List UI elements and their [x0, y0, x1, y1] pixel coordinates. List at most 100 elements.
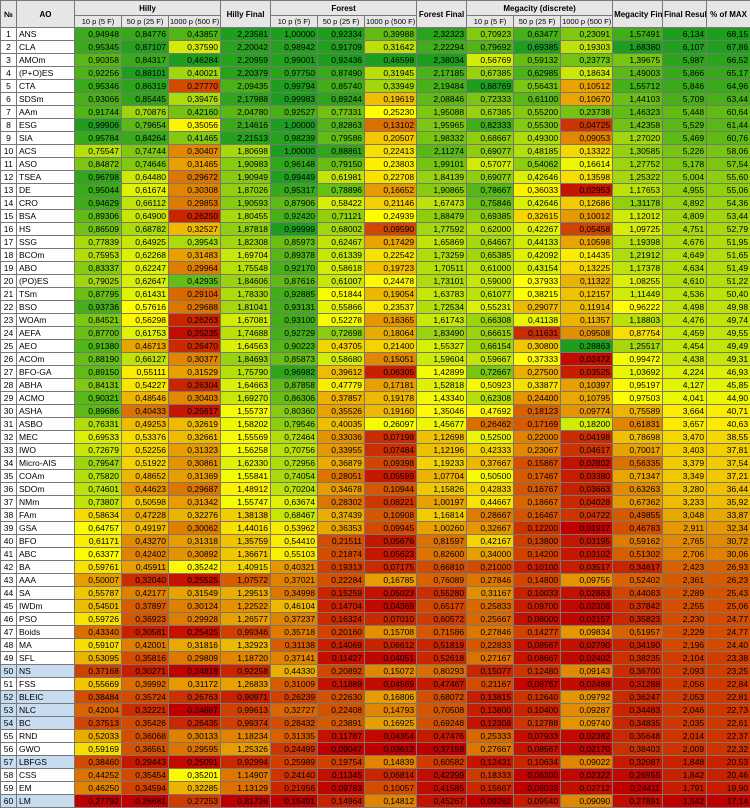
score-cell: 1,08255 — [613, 275, 663, 288]
score-cell: 65,17 — [707, 67, 750, 80]
score-cell: 1,55747 — [221, 496, 271, 509]
score-cell: 0,25235 — [169, 327, 221, 340]
score-cell: 2,38034 — [417, 54, 467, 67]
score-cell: 0,99449 — [271, 171, 318, 184]
score-cell: 2,093 — [663, 665, 707, 678]
score-cell: 0,09090 — [561, 795, 613, 808]
score-cell: 0,56335 — [613, 457, 663, 470]
row-number-cell: 29 — [1, 392, 17, 405]
score-cell: 0,84317 — [122, 54, 169, 67]
score-cell: 4,454 — [663, 340, 707, 353]
score-cell: 53,44 — [707, 210, 750, 223]
score-cell: 1,84139 — [417, 171, 467, 184]
score-cell: 0,99999 — [271, 223, 318, 236]
score-cell: 1,22522 — [221, 600, 271, 613]
row-number-cell: 26 — [1, 353, 17, 366]
score-cell: 0,09053 — [561, 132, 613, 145]
row-number-cell: 11 — [1, 158, 17, 171]
score-cell: 0,17429 — [365, 236, 417, 249]
header-megacity-discrete: Megacity (discrete) — [467, 1, 613, 16]
score-cell: 0,82863 — [318, 119, 365, 132]
score-cell: 0,23537 — [365, 301, 417, 314]
score-cell: 0,06767 — [514, 678, 561, 691]
score-cell: 0,27253 — [169, 795, 221, 808]
row-number-cell: 50 — [1, 665, 17, 678]
score-cell: 3,403 — [663, 444, 707, 457]
score-cell: 0,02157 — [561, 613, 613, 626]
row-number-cell: 42 — [1, 561, 17, 574]
score-cell: 0,22630 — [318, 691, 365, 704]
score-cell: 0,24818 — [169, 665, 221, 678]
algorithm-name-cell: NS — [17, 665, 75, 678]
score-cell: 0,61000 — [467, 262, 514, 275]
score-cell: 0,46598 — [365, 54, 417, 67]
score-cell: 0,97750 — [271, 67, 318, 80]
score-cell: 0,14277 — [514, 626, 561, 639]
score-cell: 0,52402 — [613, 574, 663, 587]
score-cell: 0,70204 — [271, 483, 318, 496]
score-cell: 0,05623 — [365, 548, 417, 561]
score-cell: 0,19723 — [365, 262, 417, 275]
score-cell: 0,50598 — [122, 496, 169, 509]
score-cell: 0,11889 — [318, 678, 365, 691]
score-cell: 26,23 — [707, 574, 750, 587]
score-cell: 0,84131 — [75, 379, 122, 392]
row-number-cell: 13 — [1, 184, 17, 197]
score-cell: 0,33877 — [514, 379, 561, 392]
score-cell: 0,10944 — [365, 483, 417, 496]
score-cell: 1,29513 — [221, 587, 271, 600]
score-cell: 0,93736 — [75, 301, 122, 314]
score-cell: 30,72 — [707, 535, 750, 548]
score-cell: 0,04028 — [561, 496, 613, 509]
score-cell: 0,02790 — [561, 639, 613, 652]
score-cell: 0,32221 — [122, 704, 169, 717]
score-cell: 0,15051 — [365, 353, 417, 366]
algorithm-name-cell: NMm — [17, 496, 75, 509]
algorithm-name-cell: NLC — [17, 704, 75, 717]
score-cell: 0,26462 — [467, 418, 514, 431]
score-cell: 0,04725 — [561, 119, 613, 132]
score-cell: 0,36923 — [122, 613, 169, 626]
score-cell: 0,31642 — [365, 41, 417, 54]
score-cell: 0,72464 — [271, 431, 318, 444]
score-cell: 0,03380 — [561, 470, 613, 483]
score-cell: 0,29928 — [169, 613, 221, 626]
score-cell: 1,83490 — [417, 327, 467, 340]
score-cell: 1,842 — [663, 769, 707, 782]
score-cell: 0,07484 — [365, 444, 417, 457]
score-cell: 57,54 — [707, 158, 750, 171]
score-cell: 0,90358 — [75, 54, 122, 67]
score-cell: 1,44016 — [221, 522, 271, 535]
score-cell: 1,67473 — [417, 197, 467, 210]
score-cell: 0,19303 — [561, 41, 613, 54]
score-cell: 0,97503 — [613, 392, 663, 405]
score-cell: 0,43340 — [75, 626, 122, 639]
score-cell: 0,04569 — [365, 678, 417, 691]
score-cell: 0,39476 — [169, 93, 221, 106]
score-cell: 1,78330 — [221, 288, 271, 301]
score-cell: 0,92994 — [221, 756, 271, 769]
score-cell: 0,92436 — [318, 54, 365, 67]
score-cell: 0,16767 — [514, 483, 561, 496]
row-number-cell: 28 — [1, 379, 17, 392]
score-cell: 0,34617 — [613, 561, 663, 574]
score-cell: 2,289 — [663, 587, 707, 600]
score-cell: 1,15826 — [417, 483, 467, 496]
score-cell: 0,42833 — [467, 483, 514, 496]
score-cell: 0,29104 — [169, 288, 221, 301]
score-cell: 26,93 — [707, 561, 750, 574]
score-cell: 0,26250 — [169, 210, 221, 223]
score-cell: 0,61431 — [122, 288, 169, 301]
score-cell: 0,93100 — [271, 314, 318, 327]
row-number-cell: 52 — [1, 691, 17, 704]
score-cell: 0,06033 — [514, 782, 561, 795]
score-cell: 0,35426 — [122, 717, 169, 730]
score-cell: 0,60572 — [417, 613, 467, 626]
